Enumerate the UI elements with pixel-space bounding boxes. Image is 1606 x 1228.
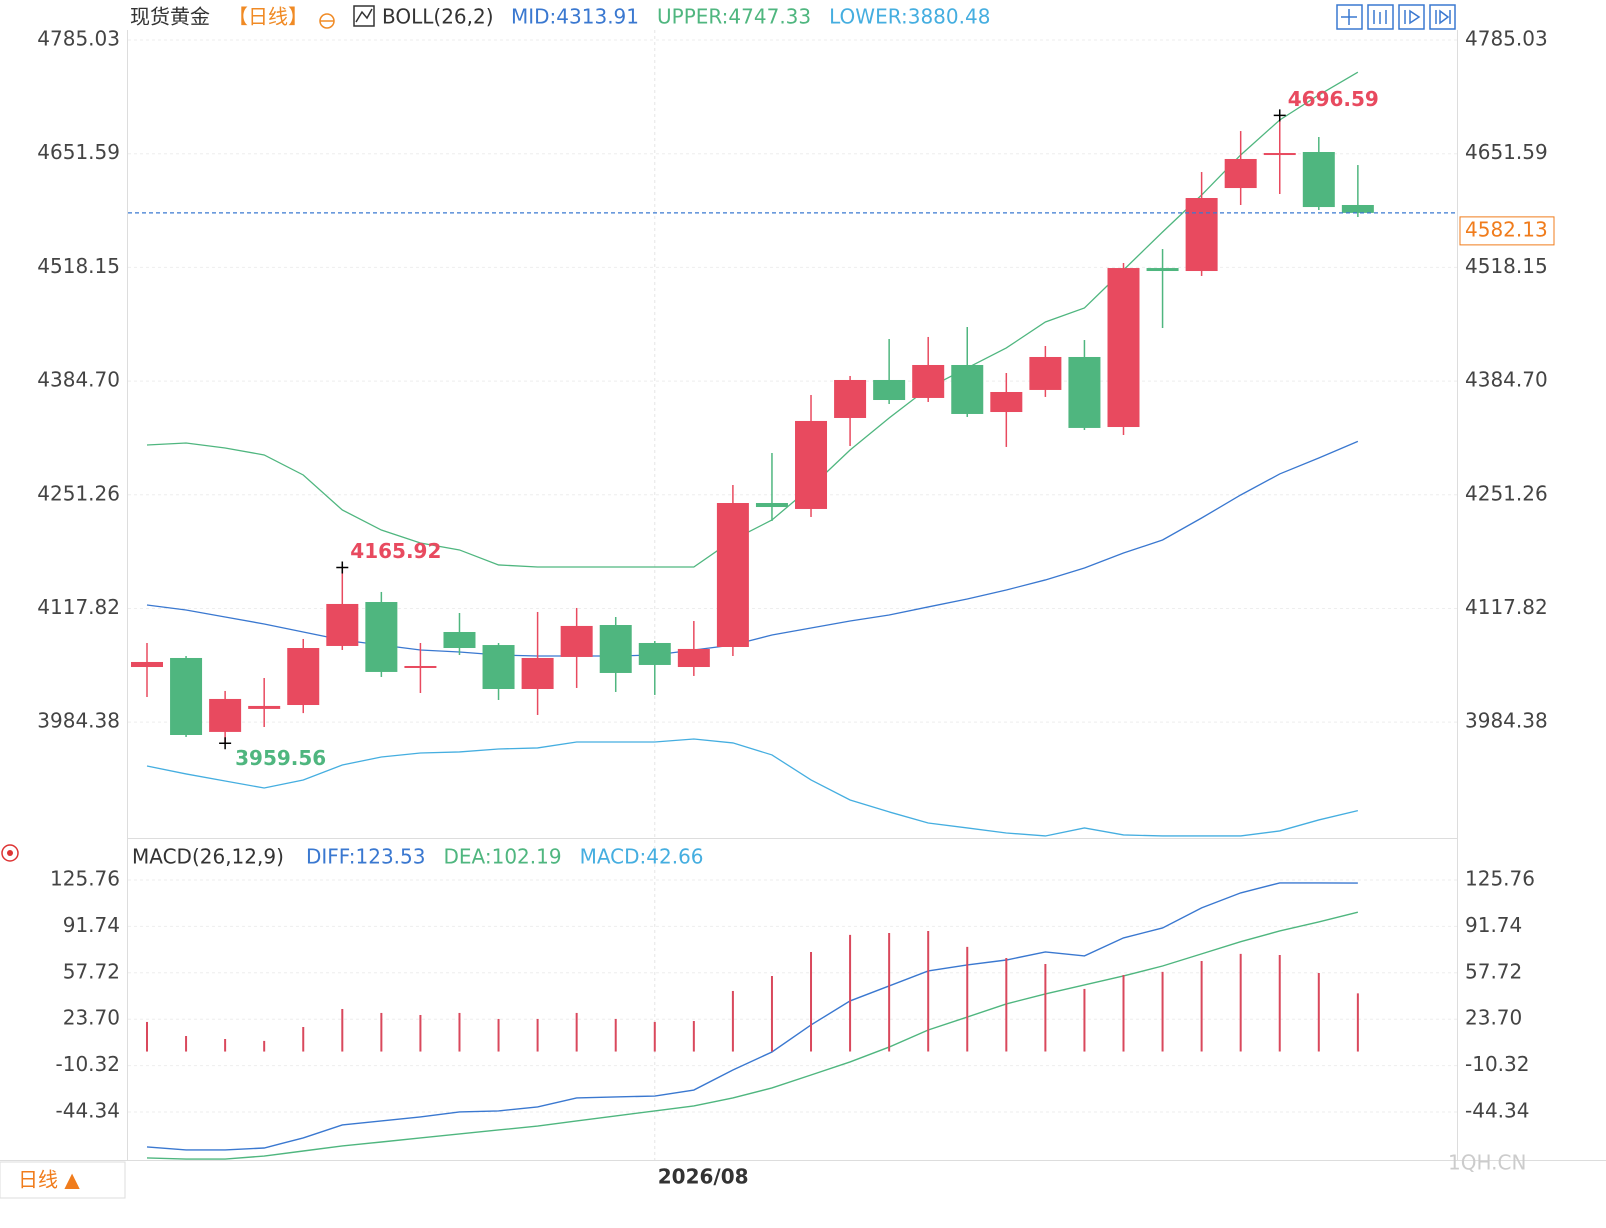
candle-body (131, 661, 163, 668)
candle-body (599, 625, 632, 673)
extreme-marker (219, 737, 232, 750)
macd-title: MACD(26,12,9) (132, 845, 284, 869)
candle-body (1224, 158, 1257, 189)
candle-body (716, 503, 749, 647)
candle-body (990, 391, 1023, 413)
macd-settings-icon[interactable] (1, 844, 19, 862)
y-tick-label: 4651.59 (37, 140, 120, 164)
candle-body (326, 603, 359, 646)
toolbar[interactable] (1336, 4, 1456, 30)
extreme-marker (336, 561, 349, 574)
candle-body (521, 657, 554, 689)
y-tick-label: 3984.38 (37, 709, 120, 733)
y-tick-label: 4785.03 (37, 27, 120, 51)
candle-body (677, 648, 710, 668)
candle-body (560, 625, 593, 657)
candle-body (248, 705, 281, 709)
y-tick-label-right: 3984.38 (1465, 709, 1548, 733)
boll-line (146, 71, 1359, 568)
y-tick-label: 125.76 (50, 866, 120, 890)
period-button[interactable] (0, 1161, 126, 1199)
legend-entry: DEA:102.19 (443, 845, 561, 869)
extreme-marker (1273, 109, 1286, 122)
candle-body (1107, 268, 1140, 428)
candle-body (482, 645, 515, 689)
candle-body (404, 665, 437, 668)
candle-body (1185, 198, 1218, 272)
candle-body (365, 602, 398, 672)
y-tick-label-right: 91.74 (1465, 913, 1522, 937)
candle-body (873, 379, 906, 401)
watermark: 1QH.CN (1448, 1151, 1526, 1175)
y-tick-label: 91.74 (63, 913, 120, 937)
candle-body (638, 642, 671, 665)
y-tick-label: 4251.26 (37, 481, 120, 505)
candle-body (912, 364, 945, 398)
candle-body (1341, 204, 1374, 213)
y-tick-label: 4117.82 (37, 595, 120, 619)
tool-play[interactable] (1398, 4, 1425, 30)
indicator-name: BOLL(26,2) (382, 5, 494, 29)
candle-body (1029, 356, 1062, 390)
candle-body (951, 364, 984, 414)
y-tick-label: 4518.15 (37, 254, 120, 278)
candle-body (834, 379, 867, 418)
indicator-icon (353, 5, 375, 27)
y-tick-label: -44.34 (56, 1099, 120, 1123)
y-tick-label: -10.32 (56, 1052, 120, 1076)
y-tick-label-right: -10.32 (1465, 1052, 1529, 1076)
candle-body (209, 698, 242, 732)
y-tick-label-right: 4384.70 (1465, 368, 1548, 392)
extreme-label: 4696.59 (1288, 87, 1379, 111)
legend-entry: MID:4313.91 (511, 5, 639, 29)
candle-body (1263, 153, 1296, 156)
period-icon (319, 13, 335, 29)
tool-end[interactable] (1429, 4, 1456, 30)
y-tick-label-right: 23.70 (1465, 1006, 1522, 1030)
instrument-title: 现货黄金 (130, 5, 210, 29)
y-tick-label: 23.70 (63, 1006, 120, 1030)
y-tick-label-right: 4651.59 (1465, 140, 1548, 164)
legend-entry: DIFF:123.53 (306, 845, 425, 869)
candle-body (1068, 356, 1101, 428)
period-button-label[interactable]: 日线 ▲ (18, 1168, 80, 1192)
y-tick-label-right: 4117.82 (1465, 595, 1548, 619)
y-tick-label: 4384.70 (37, 368, 120, 392)
candle-body (170, 657, 203, 735)
legend-entry: LOWER:3880.48 (829, 5, 990, 29)
boll-line (146, 738, 1359, 837)
y-tick-label-right: 4518.15 (1465, 254, 1548, 278)
period-label: 【日线】 (228, 5, 308, 29)
x-tick-label: 2026/08 (658, 1165, 749, 1189)
macd-line (146, 911, 1359, 1160)
candle-body (755, 503, 788, 508)
y-tick-label-right: -44.34 (1465, 1099, 1529, 1123)
y-tick-label-right: 57.72 (1465, 959, 1522, 983)
y-tick-label: 57.72 (63, 959, 120, 983)
candle-body (443, 631, 476, 649)
legend-entry: MACD:42.66 (580, 845, 704, 869)
y-tick-label-right: 125.76 (1465, 866, 1535, 890)
candle-body (795, 420, 828, 509)
tool-zoom[interactable] (1367, 4, 1394, 30)
extreme-label: 3959.56 (235, 746, 326, 770)
candle-body (1146, 268, 1179, 272)
candle-body (287, 648, 320, 706)
legend-entry: UPPER:4747.33 (657, 5, 811, 29)
tool-crosshair[interactable] (1336, 4, 1363, 30)
macd-line (146, 882, 1358, 1151)
y-tick-label-right: 4785.03 (1465, 27, 1548, 51)
price-label-box (1459, 216, 1555, 246)
y-tick-label-right: 4251.26 (1465, 481, 1548, 505)
price-label: 4582.13 (1465, 217, 1548, 241)
extreme-label: 4165.92 (350, 539, 441, 563)
candle-body (1302, 152, 1335, 208)
